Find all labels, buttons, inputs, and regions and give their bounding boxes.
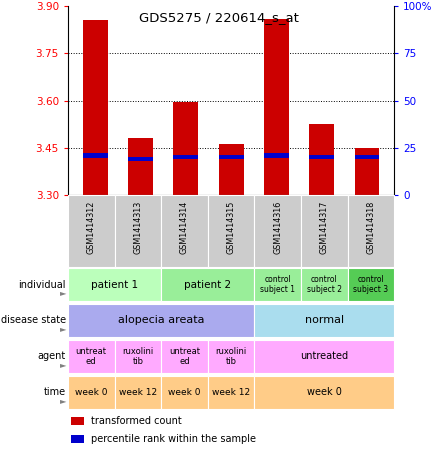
- Text: ruxolini
tib: ruxolini tib: [215, 347, 247, 366]
- Text: ►: ►: [60, 289, 66, 297]
- Text: individual: individual: [18, 280, 66, 290]
- Text: alopecia areata: alopecia areata: [118, 315, 205, 326]
- Bar: [68, 340, 114, 373]
- Bar: [348, 195, 394, 267]
- Text: ►: ►: [60, 360, 66, 369]
- Text: GSM1414318: GSM1414318: [367, 201, 375, 254]
- Bar: [254, 340, 394, 373]
- Bar: [161, 376, 208, 409]
- Bar: [161, 195, 208, 267]
- Bar: [254, 304, 394, 337]
- Bar: [264, 154, 289, 158]
- Text: GSM1414315: GSM1414315: [226, 201, 236, 254]
- Bar: [309, 155, 334, 159]
- Text: transformed count: transformed count: [91, 416, 181, 426]
- Text: control
subject 3: control subject 3: [353, 275, 389, 294]
- Bar: [254, 195, 301, 267]
- Bar: [208, 376, 254, 409]
- Bar: [208, 340, 254, 373]
- Bar: [114, 340, 161, 373]
- Bar: [128, 157, 153, 161]
- Text: agent: agent: [38, 351, 66, 361]
- Text: disease state: disease state: [0, 315, 66, 326]
- Bar: [309, 124, 334, 195]
- Text: control
subject 1: control subject 1: [260, 275, 295, 294]
- Text: GSM1414313: GSM1414313: [133, 201, 142, 254]
- Bar: [219, 144, 244, 195]
- Text: GSM1414316: GSM1414316: [273, 201, 282, 254]
- Bar: [219, 155, 244, 159]
- Bar: [301, 195, 348, 267]
- Bar: [68, 195, 114, 267]
- Bar: [114, 376, 161, 409]
- Bar: [71, 435, 84, 443]
- Bar: [354, 148, 379, 195]
- Text: GSM1414312: GSM1414312: [87, 201, 95, 254]
- Bar: [173, 155, 198, 159]
- Text: GSM1414317: GSM1414317: [320, 201, 329, 254]
- Bar: [301, 268, 348, 301]
- Text: untreat
ed: untreat ed: [76, 347, 107, 366]
- Bar: [68, 268, 161, 301]
- Text: GSM1414314: GSM1414314: [180, 201, 189, 254]
- Bar: [173, 102, 198, 195]
- Text: patient 2: patient 2: [184, 280, 231, 290]
- Text: control
subject 2: control subject 2: [307, 275, 342, 294]
- Text: untreated: untreated: [300, 351, 348, 361]
- Text: ►: ►: [60, 396, 66, 405]
- Bar: [208, 195, 254, 267]
- Bar: [68, 304, 254, 337]
- Text: week 12: week 12: [212, 388, 250, 396]
- Text: percentile rank within the sample: percentile rank within the sample: [91, 434, 256, 444]
- Bar: [161, 340, 208, 373]
- Bar: [128, 139, 153, 195]
- Bar: [83, 154, 108, 158]
- Text: ►: ►: [60, 324, 66, 333]
- Bar: [264, 19, 289, 195]
- Text: patient 1: patient 1: [91, 280, 138, 290]
- Text: week 0: week 0: [307, 387, 342, 397]
- Bar: [354, 155, 379, 159]
- Bar: [348, 268, 394, 301]
- Text: time: time: [43, 387, 66, 397]
- Bar: [254, 268, 301, 301]
- Bar: [68, 376, 114, 409]
- Bar: [161, 268, 254, 301]
- Text: week 0: week 0: [168, 388, 201, 396]
- Text: normal: normal: [305, 315, 344, 326]
- Bar: [71, 417, 84, 425]
- Bar: [254, 376, 394, 409]
- Text: ruxolini
tib: ruxolini tib: [122, 347, 153, 366]
- Bar: [114, 195, 161, 267]
- Text: week 0: week 0: [75, 388, 107, 396]
- Text: untreat
ed: untreat ed: [169, 347, 200, 366]
- Text: GDS5275 / 220614_s_at: GDS5275 / 220614_s_at: [139, 11, 299, 24]
- Text: week 12: week 12: [119, 388, 157, 396]
- Bar: [83, 20, 108, 195]
